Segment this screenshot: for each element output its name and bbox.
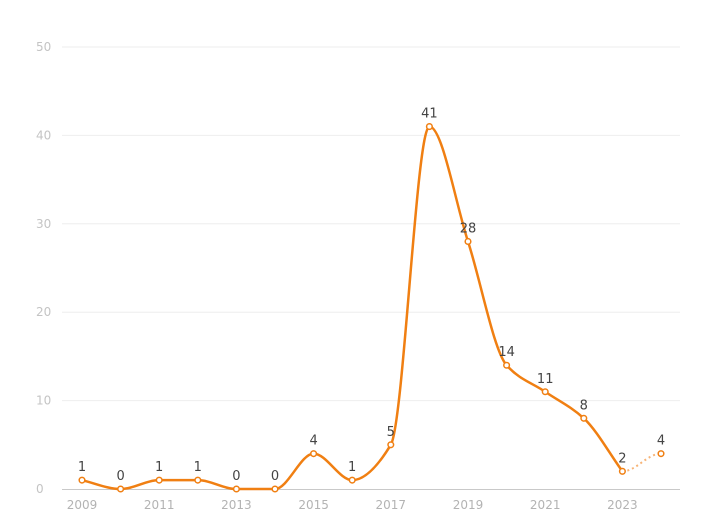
- x-tick-label: 2009: [67, 498, 98, 512]
- grid-lines: [62, 46, 680, 402]
- data-label: 0: [232, 469, 240, 484]
- data-label: 0: [116, 469, 124, 484]
- data-point: [78, 476, 86, 484]
- data-label: 41: [421, 107, 438, 122]
- x-tick-label: 2011: [144, 498, 175, 512]
- y-tick-label: 20: [36, 305, 51, 319]
- data-point: [541, 388, 549, 396]
- data-point: [348, 476, 356, 484]
- series-line: [80, 125, 624, 491]
- data-point: [232, 485, 240, 493]
- y-tick-label: 50: [36, 40, 51, 54]
- data-point: [503, 361, 511, 369]
- x-axis-ticks: 2009 2011 2013 2015 2017 2019 2021 2023: [67, 498, 638, 512]
- data-label: 1: [348, 460, 356, 475]
- data-label: 4: [309, 434, 317, 449]
- data-point: [194, 476, 202, 484]
- x-tick-label: 2017: [376, 498, 407, 512]
- data-point: [117, 485, 125, 493]
- x-tick-label: 2023: [607, 498, 638, 512]
- y-tick-label: 40: [36, 128, 51, 142]
- data-label: 4: [657, 434, 665, 449]
- data-label: 28: [460, 221, 477, 236]
- data-label: 11: [537, 372, 554, 387]
- x-tick-label: 2015: [298, 498, 329, 512]
- x-tick-label: 2019: [453, 498, 484, 512]
- data-point: [310, 450, 318, 458]
- y-tick-label: 30: [36, 217, 51, 231]
- y-tick-label: 10: [36, 394, 51, 408]
- data-point: [657, 450, 665, 458]
- data-label: 0: [271, 469, 279, 484]
- data-point: [155, 476, 163, 484]
- y-axis-ticks: 0 10 20 30 40 50: [36, 40, 51, 496]
- y-tick-label: 0: [36, 482, 44, 496]
- x-tick-label: 2021: [530, 498, 561, 512]
- data-point: [464, 237, 472, 246]
- data-label: 14: [498, 345, 515, 360]
- series-projected-line: [622, 452, 662, 473]
- data-label: 1: [194, 460, 202, 475]
- data-point: [580, 414, 588, 422]
- data-label: 8: [580, 398, 588, 413]
- data-point: [271, 485, 279, 493]
- data-label: 2: [618, 451, 626, 466]
- data-label: 1: [155, 460, 163, 475]
- data-points: [78, 123, 665, 493]
- data-point: [618, 467, 626, 475]
- data-label: 1: [78, 460, 86, 475]
- x-tick-label: 2013: [221, 498, 252, 512]
- data-point: [425, 123, 433, 131]
- data-label: 5: [387, 425, 395, 440]
- data-point: [387, 441, 395, 449]
